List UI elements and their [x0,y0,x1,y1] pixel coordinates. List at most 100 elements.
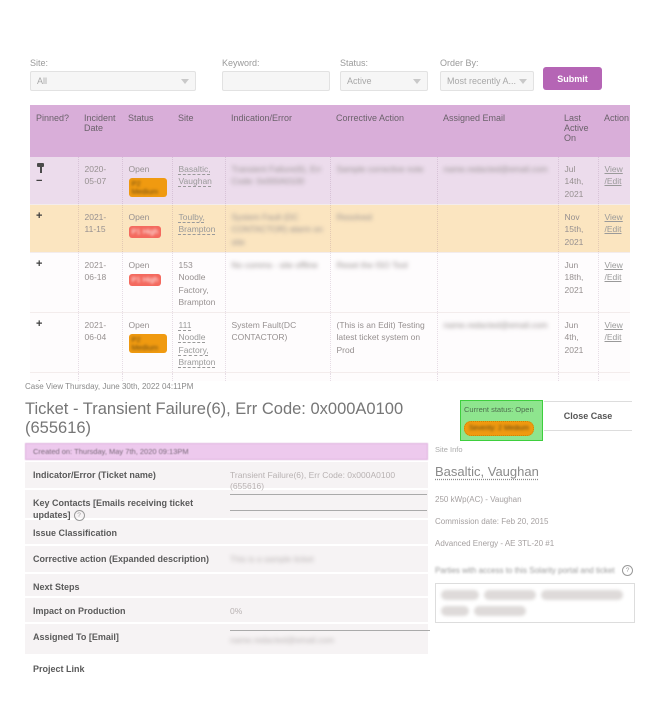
view-link[interactable]: View [604,320,623,331]
field-label: Key Contacts [Emails receiving ticket up… [33,498,194,520]
edit-link[interactable]: /Edit [604,224,622,235]
col-action: Action [598,105,630,157]
table-row: + 2021-06-04 Open P2 Medium 111 Noodle F… [30,312,630,374]
current-status-box: Current status: Open Severity: 2 Medium [460,400,543,441]
minus-icon[interactable]: − [36,175,43,187]
last-active-date: Jun 18th, 2021 [558,252,599,314]
field-label: Indicator/Error (Ticket name) [33,470,156,480]
plus-icon[interactable]: + [36,379,73,381]
assigned-to-input[interactable]: name.redacted@email.com [230,630,430,646]
assigned-email: name.redacted@email.com [443,164,548,174]
status-text: Open [128,320,150,331]
site-name-link[interactable]: Basaltic, Vaughan [435,464,539,479]
indication-text: System Fault(DC CONTACTOR) [231,320,297,343]
form-row-key-contacts: Key Contacts [Emails receiving ticket up… [25,490,428,521]
view-link[interactable]: View [604,259,623,270]
site-text: 153 Noodle Factory, Brampton [178,259,216,307]
edit-link[interactable]: /Edit [604,272,622,283]
severity-badge: P1 High [128,226,162,238]
col-indication: Indication/Error [225,105,330,157]
last-active-date: Jul 14th, 2021 [558,157,599,205]
field-label: Issue Classification [33,528,118,538]
status-text: Open [129,380,150,381]
view-link[interactable]: View [605,380,623,381]
status-filter-select[interactable]: Active [340,71,428,91]
status-filter: Status: Active [340,58,428,91]
form-row-impact: Impact on Production 0% [25,598,428,622]
assigned-email-value: name.redacted@email.com [230,635,335,645]
site-equipment: Advanced Energy - AE 3TL-20 #1 [435,539,555,548]
status-filter-value: Active [347,76,372,86]
site-filter: Site: All [30,58,196,91]
table-row: − 2020-05-07 Open P2 Medium Basaltic, Va… [30,157,630,205]
close-case-button[interactable]: Close Case [544,401,632,431]
view-link[interactable]: View [604,164,623,174]
plus-icon[interactable]: + [36,257,43,270]
party-badge [484,590,536,600]
status-filter-label: Status: [340,58,369,68]
status-text: Open [128,259,150,270]
help-icon[interactable]: ? [73,509,85,521]
order-by-filter-select[interactable]: Most recently A... [440,71,534,91]
form-row-corrective-action: Corrective action (Expanded description)… [25,546,428,572]
table-row: + 2021-11-15 Open P1 High Toulby, Brampt… [30,204,630,253]
col-last-active: Last Active On [558,105,598,157]
site-capacity: 250 kWp(AC) - Vaughan [435,495,522,504]
table-header-row: Pinned? Incident Date Status Site Indica… [30,105,630,157]
parties-access-label: Parties with access to this Solarity por… [435,566,615,575]
plus-icon[interactable]: + [36,209,43,222]
status-text: Open [128,211,150,222]
corrective-text: Resolved [336,211,372,222]
col-pinned: Pinned? [30,105,78,157]
form-row-indicator: Indicator/Error (Ticket name) Transient … [25,462,428,492]
site-link[interactable]: 111 Noodle Factory, Brampton [178,320,216,368]
incident-date: 2021-11-15 [78,204,123,253]
col-status: Status [122,105,172,157]
form-row-next-steps: Next Steps [25,574,428,596]
corrective-text: (This is an Edit) Testing latest ticket … [336,320,425,355]
chevron-down-icon [413,78,421,84]
col-corrective: Corrective Action [330,105,437,157]
field-value: 0% [230,606,243,616]
site-link[interactable]: Basaltic, Vaughan [178,164,212,187]
pushpin-icon[interactable] [36,163,45,174]
submit-button[interactable]: Submit [543,67,602,90]
col-assigned-email: Assigned Email [437,105,558,157]
severity-badge: P2 Medium [128,334,167,354]
severity-badge: P1 High [128,274,162,286]
site-link[interactable]: Basaltic, Vaughan [179,380,212,381]
keyword-filter: Keyword: [222,58,330,91]
order-by-filter-label: Order By: [440,58,479,68]
tickets-table: Pinned? Incident Date Status Site Indica… [30,105,630,381]
indication-text: Transient Failure(6), Err Code: 0x000A01… [231,164,322,187]
form-row-issue-classification: Issue Classification [25,520,428,544]
key-contacts-input[interactable] [230,494,427,511]
incident-date: 2020-05-07 [78,157,123,205]
page-title: Ticket - Transient Failure(6), Err Code:… [25,400,404,437]
view-link[interactable]: View [604,211,623,222]
indication-text: No comms - site offline [231,259,318,270]
site-filter-select[interactable]: All [30,71,196,91]
indication-text: PowerWatch Energy Ratio Alarm - Inverter… [232,380,312,381]
status-text: Open [128,164,150,174]
severity-badge: P2 Medium [128,178,167,198]
created-on-bar: Created on: Thursday, May 7th, 2020 09:1… [25,443,428,460]
party-badge [441,606,469,616]
party-badge [541,590,623,600]
order-by-filter: Order By: Most recently A... [440,58,534,91]
keyword-input[interactable] [222,71,330,91]
edit-link[interactable]: /Edit [604,332,622,343]
field-value: Transient Failure(6), Err Code: 0x000A01… [230,470,396,492]
site-link[interactable]: Toulby, Brampton [178,211,216,235]
edit-link[interactable]: /Edit [604,176,622,187]
corrective-text: Sample corrective note [336,164,424,174]
party-badge [474,606,526,616]
plus-icon[interactable]: + [36,318,43,331]
order-by-filter-value: Most recently A... [447,76,517,86]
help-icon[interactable]: ? [622,565,634,576]
site-commission-date: Commission date: Feb 20, 2015 [435,517,549,526]
indication-text: System Fault (DC CONTACTOR) alarm on sit… [231,211,323,247]
corrective-text: This is a sample ticket description. [337,380,421,381]
col-incident-date: Incident Date [78,105,122,157]
form-row-project-link: Project Link [25,656,428,678]
